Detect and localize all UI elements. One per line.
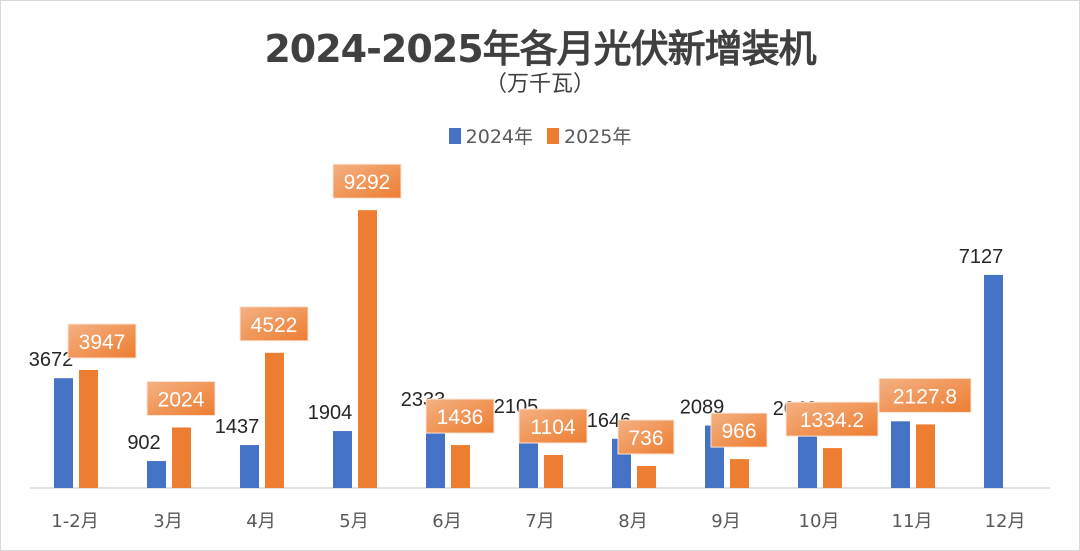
bar-2025	[730, 459, 749, 488]
bar-2024	[426, 418, 445, 488]
data-label-2025: 736	[628, 427, 663, 450]
data-label-box-2025	[67, 323, 137, 359]
data-label-2025: 2024	[158, 388, 205, 411]
bar-2025	[451, 445, 470, 488]
data-label-2025: 1334.2	[800, 409, 864, 432]
legend-label-2024: 2024年	[465, 126, 533, 148]
data-label-2025: 9292	[344, 171, 391, 194]
x-tick-label: 1-2月	[51, 511, 98, 532]
data-label-box-2025	[146, 380, 216, 416]
bar-2025	[637, 465, 656, 488]
x-tick-label: 10月	[799, 511, 840, 532]
data-label-2024: 7127	[959, 246, 1004, 268]
x-tick-label: 12月	[985, 511, 1026, 532]
data-label-box-2025	[332, 163, 402, 199]
data-label-2024: 3672	[29, 349, 74, 371]
x-tick-label: 7月	[525, 511, 554, 532]
legend-item-2025: 2025年	[547, 122, 631, 149]
x-tick-label: 6月	[432, 511, 461, 532]
bar-2024	[147, 461, 166, 488]
legend-swatch-2025	[547, 127, 559, 144]
data-label-box-2025	[785, 401, 879, 437]
bar-2024	[984, 274, 1003, 488]
data-label-box-2025	[425, 398, 495, 434]
chart-subtitle: （万千瓦）	[484, 72, 595, 97]
data-label-2025: 1104	[530, 416, 575, 439]
bar-2024	[798, 426, 817, 488]
bar-2024	[240, 445, 259, 488]
legend-swatch-2024	[448, 127, 461, 144]
data-label-box-2025	[518, 408, 588, 444]
x-tick-label: 9月	[711, 511, 740, 532]
data-label-box-2025	[239, 306, 309, 342]
data-label-2025: 3947	[79, 331, 126, 354]
bar-2025	[358, 210, 377, 489]
data-label-box-2025	[878, 377, 972, 413]
bar-2025	[823, 448, 842, 488]
data-label-2025: 4522	[251, 314, 298, 337]
x-tick-label: 11月	[892, 511, 933, 532]
data-label-2024: 1437	[215, 416, 260, 438]
x-tick-label: 4月	[246, 511, 275, 532]
x-tick-label: 3月	[153, 511, 182, 532]
bar-2025	[544, 454, 563, 488]
data-label-2024: 1904	[308, 402, 353, 424]
bar-2024	[333, 431, 352, 488]
legend: 2024年 2025年	[0, 122, 1080, 149]
x-tick-label: 5月	[339, 511, 368, 532]
bar-2025	[265, 352, 284, 488]
bar-2025	[916, 424, 935, 488]
data-label-2025: 2127.8	[893, 385, 957, 408]
legend-item-2024: 2024年	[448, 122, 533, 149]
data-label-2024: 902	[127, 432, 160, 454]
bar-2025	[172, 427, 191, 488]
data-label-box-2025	[710, 412, 768, 448]
data-label-box-2025	[617, 419, 675, 455]
data-label-2025: 1436	[437, 406, 484, 429]
data-label-2025: 966	[721, 420, 756, 443]
bar-2025	[79, 369, 98, 488]
bar-2024	[891, 421, 910, 488]
chart-title: 2024-2025年各月光伏新增装机	[264, 27, 816, 71]
bar-2024	[54, 378, 73, 488]
legend-label-2025: 2025年	[564, 126, 632, 148]
x-tick-label: 8月	[618, 511, 647, 532]
